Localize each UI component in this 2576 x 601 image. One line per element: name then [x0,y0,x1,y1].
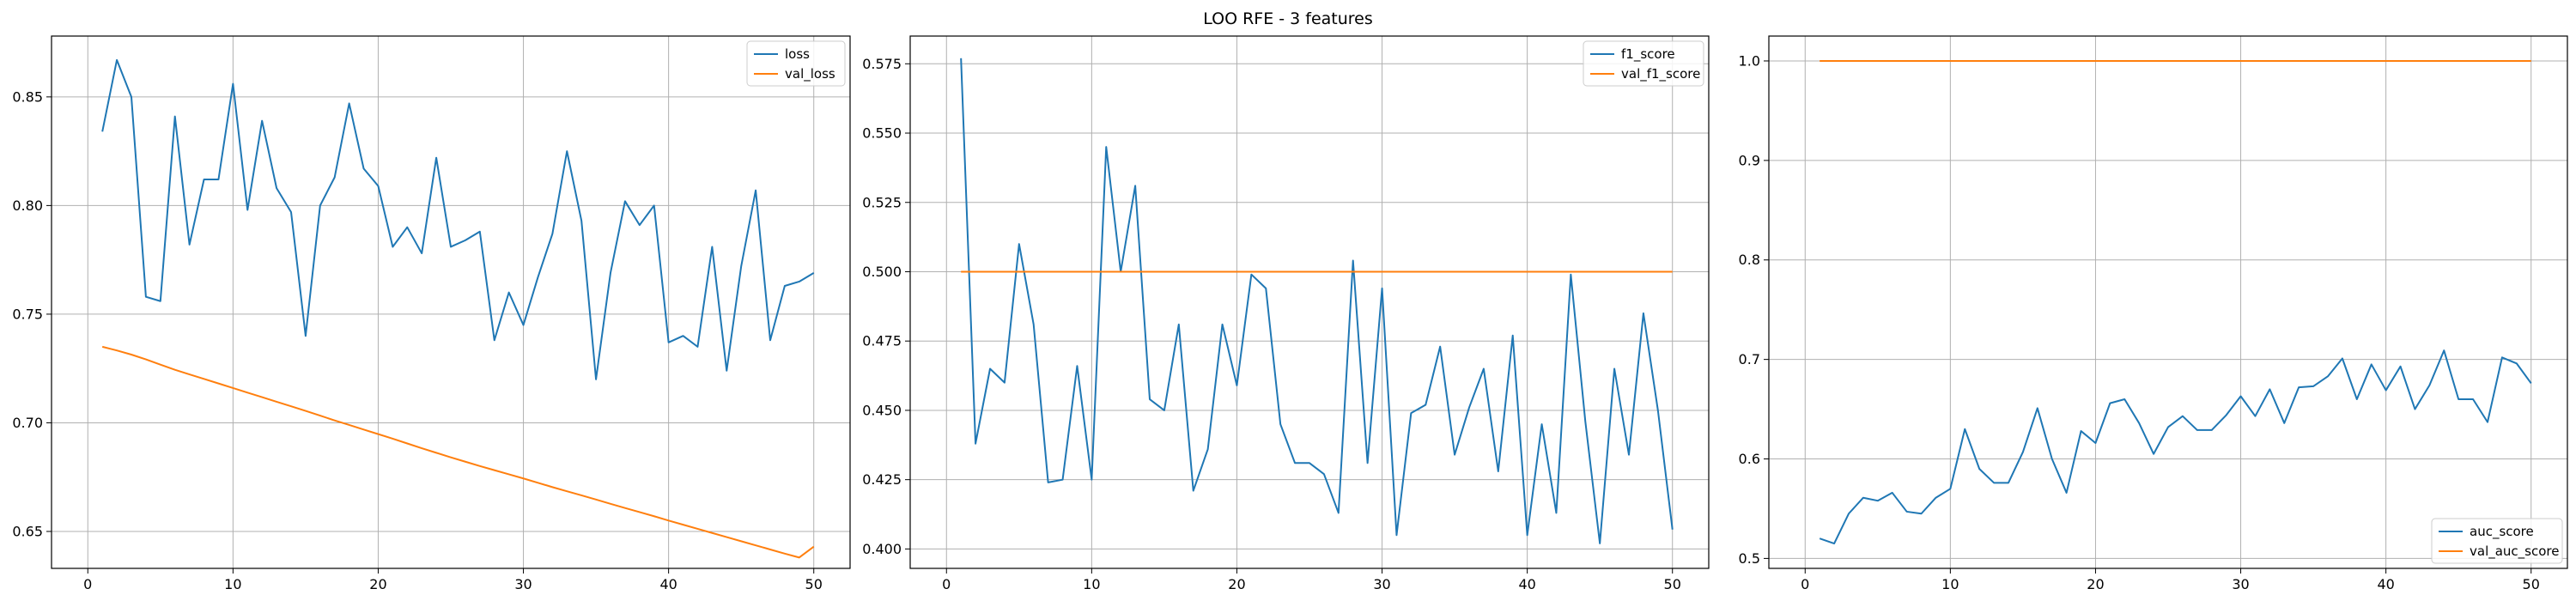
legend-label: auc_score [2470,524,2534,540]
y-tick-label: 0.450 [862,402,902,418]
y-tick-label: 0.500 [862,264,902,280]
x-tick-label: 10 [1083,576,1100,592]
legend: f1_score val_f1_score [1583,40,1704,87]
series-line-auc_score [1819,349,2532,545]
y-tick-label: 0.575 [862,56,902,72]
series-line-f1_score [960,58,1674,544]
x-tick-label: 20 [1228,576,1245,592]
y-tick-label: 0.9 [1739,152,1760,168]
x-tick-label: 40 [2377,576,2394,592]
x-tick-label: 50 [1664,576,1681,592]
legend-box [2431,518,2563,564]
x-tick-label: 0 [1801,576,1809,592]
x-tick-label: 40 [1518,576,1535,592]
y-tick-label: 0.550 [862,125,902,142]
legend-label: val_f1_score [1621,66,1700,82]
y-tick-label: 1.0 [1739,52,1760,69]
y-tick-label: 0.5 [1739,550,1760,567]
x-tick-label: 30 [514,576,532,592]
x-tick-label: 0 [83,576,92,592]
x-tick-label: 50 [805,576,823,592]
x-tick-label: 20 [369,576,386,592]
x-tick-label: 50 [2523,576,2540,592]
legend-label: loss [785,46,810,62]
y-tick-label: 0.525 [862,194,902,210]
x-tick-label: 20 [2087,576,2104,592]
subplot-2: 0 10 20 30 40 50 0.400 0.425 0.450 0.475 0.500 0.52… [862,35,1710,592]
x-tick-label: 30 [1373,576,1390,592]
x-tick-label: 10 [1941,576,1959,592]
y-tick-label: 0.8 [1739,252,1760,268]
legend-label: f1_score [1621,46,1675,63]
x-tick-label: 40 [659,576,677,592]
y-tick-label: 0.425 [862,471,902,488]
axes-frame [51,35,851,569]
y-tick-label: 0.65 [12,523,43,539]
legend-label: val_loss [785,66,835,82]
axes-frame [909,35,1710,569]
subplot-3: 0 10 20 30 40 50 0.5 0.6 0.7 0.8 0.9 1.0 auc_scoreva… [1739,35,2568,592]
x-tick-label: 0 [942,576,951,592]
series-line-val_loss [101,345,815,559]
y-tick-label: 0.475 [862,333,902,349]
x-tick-label: 10 [224,576,241,592]
y-tick-label: 0.75 [12,306,43,322]
subplot-1: 0 10 20 30 40 50 0.65 0.70 0.75 0.80 0.85 loss val_l… [12,35,851,592]
subplots: 0 10 20 30 40 500.650.700.750.800.85lossval_l… [12,35,2568,592]
x-tick-label: 30 [2232,576,2249,592]
y-tick-label: 0.7 [1739,351,1760,367]
y-tick-label: 0.70 [12,415,43,431]
legend: loss val_loss [746,40,846,87]
y-tick-label: 0.80 [12,197,43,214]
y-tick-label: 0.400 [862,541,902,557]
y-tick-label: 0.85 [12,88,43,105]
figure-title: LOO RFE - 3 features [1203,9,1373,28]
series-line-loss [101,58,815,380]
legend: auc_score val_auc_score [2431,518,2563,564]
y-tick-label: 0.6 [1739,451,1760,467]
legend-label: val_auc_score [2470,543,2560,560]
axes-frame [1768,35,2568,569]
